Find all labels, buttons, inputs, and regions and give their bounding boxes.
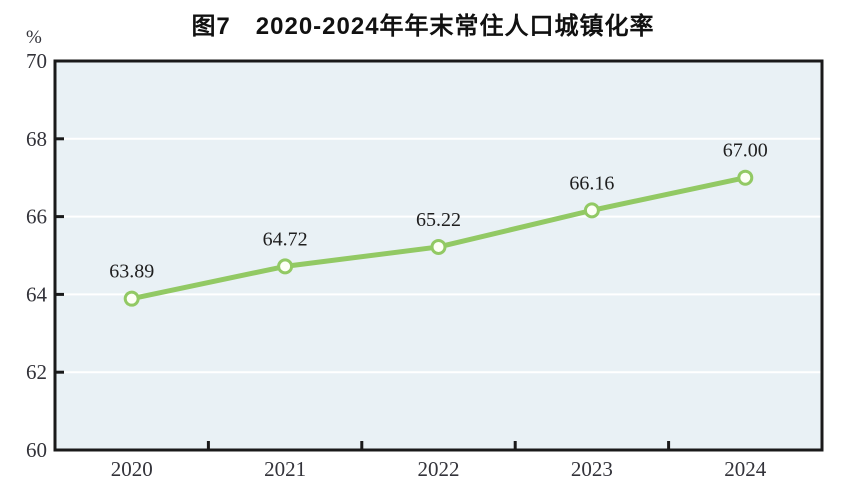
x-axis-label: 2020 xyxy=(111,457,153,481)
data-point-marker xyxy=(123,290,140,307)
data-point-label: 67.00 xyxy=(723,140,768,162)
y-axis-tick-label: 70 xyxy=(26,49,47,73)
y-axis-unit-label: % xyxy=(26,27,42,48)
data-point-label: 65.22 xyxy=(416,209,461,231)
data-point-marker xyxy=(277,258,294,275)
data-point-label: 64.72 xyxy=(263,228,308,250)
y-axis-tick-label: 60 xyxy=(26,438,47,462)
plot-area xyxy=(55,61,822,450)
y-axis-tick-label: 64 xyxy=(26,282,48,306)
plot-border xyxy=(53,59,824,452)
data-point-label: 66.16 xyxy=(569,172,614,194)
chart-title: 图7 2020-2024年年末常住人口城镇化率 xyxy=(191,13,655,40)
data-point-marker xyxy=(583,202,600,219)
data-point-label: 63.89 xyxy=(109,261,154,283)
y-axis-tick-label: 62 xyxy=(26,360,47,384)
y-axis-tick-label: 66 xyxy=(26,205,47,229)
x-axis-label: 2022 xyxy=(418,457,460,481)
x-axis-label: 2024 xyxy=(724,457,767,481)
data-point-marker xyxy=(430,238,447,255)
x-axis-label: 2023 xyxy=(571,457,613,481)
x-axis-label: 2021 xyxy=(264,457,306,481)
data-point-marker xyxy=(737,169,754,186)
y-axis-tick-label: 68 xyxy=(26,127,47,151)
